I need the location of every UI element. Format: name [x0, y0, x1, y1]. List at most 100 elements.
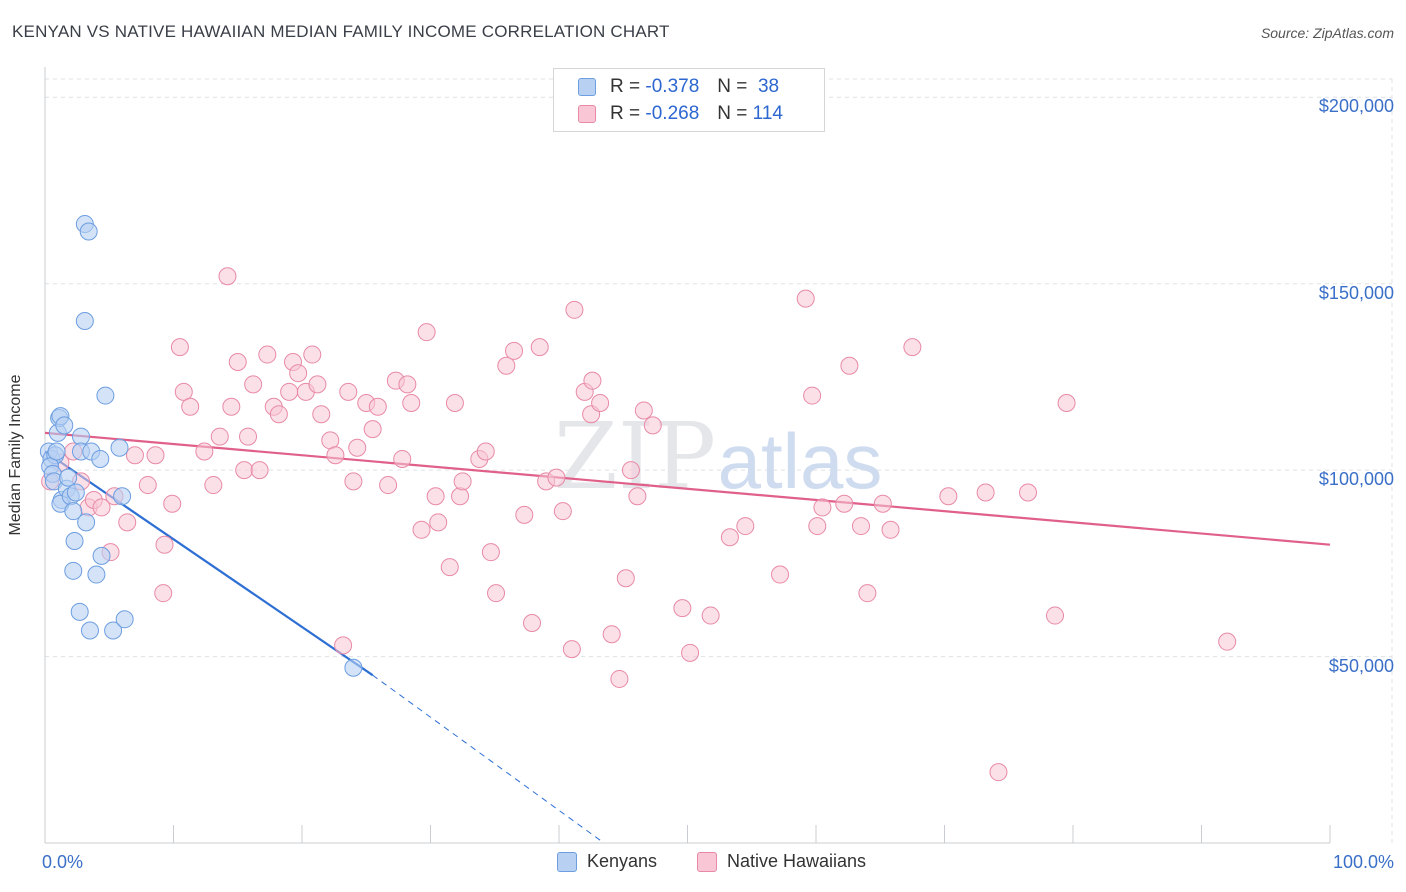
- y-tick-50000: $50,000: [1328, 655, 1394, 676]
- hawaiians-point: [195, 442, 214, 461]
- hawaiians-point: [873, 494, 892, 513]
- kenyans-n-label: N =: [717, 76, 748, 97]
- hawaiians-point: [334, 636, 353, 655]
- hawaiians-point: [308, 375, 327, 394]
- hawaiians-point: [681, 643, 700, 662]
- trend-lines: [44, 431, 1331, 844]
- x-tick-min: 0.0%: [42, 852, 84, 872]
- hawaiians-point: [138, 476, 157, 495]
- hawaiians-point: [235, 461, 254, 480]
- legend-row-hawaiians: R = -0.268 N = 114: [578, 101, 783, 127]
- hawaiians-point: [429, 513, 448, 532]
- hawaiians-point: [222, 397, 241, 416]
- kenyans-point: [96, 386, 115, 405]
- hawaiians-point: [445, 394, 464, 413]
- hawaiians-point: [344, 472, 363, 491]
- hawaiians-point: [368, 397, 387, 416]
- hawaiians-point: [903, 338, 922, 357]
- hawaiians-point: [523, 614, 542, 633]
- hawaiians-point: [210, 427, 229, 446]
- hawaiians-point: [481, 543, 500, 562]
- hawaiians-point: [701, 606, 720, 625]
- hawaiians-point: [348, 438, 367, 457]
- hawaiians-point: [643, 416, 662, 435]
- hawaiians-point: [989, 763, 1008, 782]
- hawaiians-point: [976, 483, 995, 502]
- kenyans-r-label: R =: [610, 76, 641, 97]
- y-tick-200000: $200,000: [1318, 96, 1394, 117]
- kenyans-point: [91, 449, 110, 468]
- kenyans-point: [64, 561, 83, 580]
- hawaiians-point: [228, 353, 247, 372]
- hawaiians-point: [1057, 394, 1076, 413]
- kenyans-point: [110, 438, 129, 457]
- hawaiians-legend-swatch: [697, 851, 717, 872]
- kenyans-point: [66, 483, 85, 502]
- hawaiians-point: [393, 449, 412, 468]
- hawaiians-r-label: R =: [610, 103, 641, 124]
- hawaiians-point: [125, 446, 144, 465]
- kenyans-swatch: [578, 78, 596, 96]
- hawaiians-point: [771, 565, 790, 584]
- hawaiians-point: [174, 382, 193, 401]
- hawaiians-point: [530, 338, 549, 357]
- hawaiians-r-value: -0.268: [645, 103, 700, 124]
- y-tick-150000: $150,000: [1318, 282, 1394, 303]
- hawaiians-point: [736, 517, 755, 536]
- hawaiians-point: [1019, 483, 1038, 502]
- hawaiians-point: [881, 520, 900, 539]
- kenyans-point: [47, 442, 66, 461]
- hawaiians-point: [363, 420, 382, 439]
- hawaiians-point: [720, 528, 739, 547]
- hawaiians-point: [562, 640, 581, 659]
- kenyans-point: [104, 621, 123, 640]
- hawaiians-point: [412, 520, 431, 539]
- hawaiians-swatch: [578, 105, 596, 123]
- kenyans-point: [115, 610, 134, 629]
- hawaiians-n-label: N =: [717, 103, 748, 124]
- kenyans-legend-label: Kenyans: [587, 851, 658, 871]
- hawaiians-point: [602, 625, 621, 644]
- hawaiians-point: [515, 505, 534, 524]
- hawaiians-point: [813, 498, 832, 517]
- hawaiians-n-value: 114: [752, 103, 783, 124]
- hawaiians-point: [258, 345, 277, 364]
- hawaiians-point: [851, 517, 870, 536]
- legend-row-kenyans: R = -0.378 N = 38: [578, 74, 779, 100]
- hawaiians-point: [417, 323, 436, 342]
- chart-title: KENYAN VS NATIVE HAWAIIAN MEDIAN FAMILY …: [12, 22, 670, 41]
- hawaiians-point: [796, 289, 815, 308]
- bottom-legend-hawaiians[interactable]: Native Hawaiians: [697, 851, 866, 872]
- kenyans-point: [70, 602, 89, 621]
- hawaiians-point: [505, 341, 524, 360]
- hawaiians-point: [398, 375, 417, 394]
- kenyans-point: [75, 312, 94, 330]
- hawaiians-point: [280, 382, 299, 401]
- hawaiians-point: [610, 669, 629, 688]
- hawaiians-point: [591, 394, 610, 413]
- hawaiians-point: [239, 427, 258, 446]
- kenyans-point: [92, 546, 111, 565]
- hawaiians-point: [163, 494, 182, 513]
- hawaiians-point: [250, 461, 269, 480]
- hawaiians-point: [402, 394, 421, 413]
- hawaiians-point: [440, 558, 459, 577]
- hawaiians-point: [939, 487, 958, 506]
- hawaiians-point: [1046, 606, 1065, 625]
- hawaiians-point: [326, 446, 345, 465]
- hawaiians-point: [583, 371, 602, 390]
- hawaiians-point: [553, 502, 572, 521]
- hawaiians-point: [155, 535, 174, 554]
- hawaiians-point: [808, 517, 827, 536]
- hawaiians-point: [616, 569, 635, 588]
- kenyans-point: [64, 502, 83, 521]
- hawaiians-point: [379, 476, 398, 495]
- bottom-legend-kenyans[interactable]: Kenyans: [557, 851, 657, 872]
- hawaiians-point: [803, 386, 822, 405]
- hawaiians-legend-label: Native Hawaiians: [727, 851, 867, 871]
- kenyans-point: [113, 487, 132, 506]
- y-tick-100000: $100,000: [1318, 469, 1394, 490]
- hawaiians-point: [451, 487, 470, 506]
- hawaiians-point: [621, 461, 640, 480]
